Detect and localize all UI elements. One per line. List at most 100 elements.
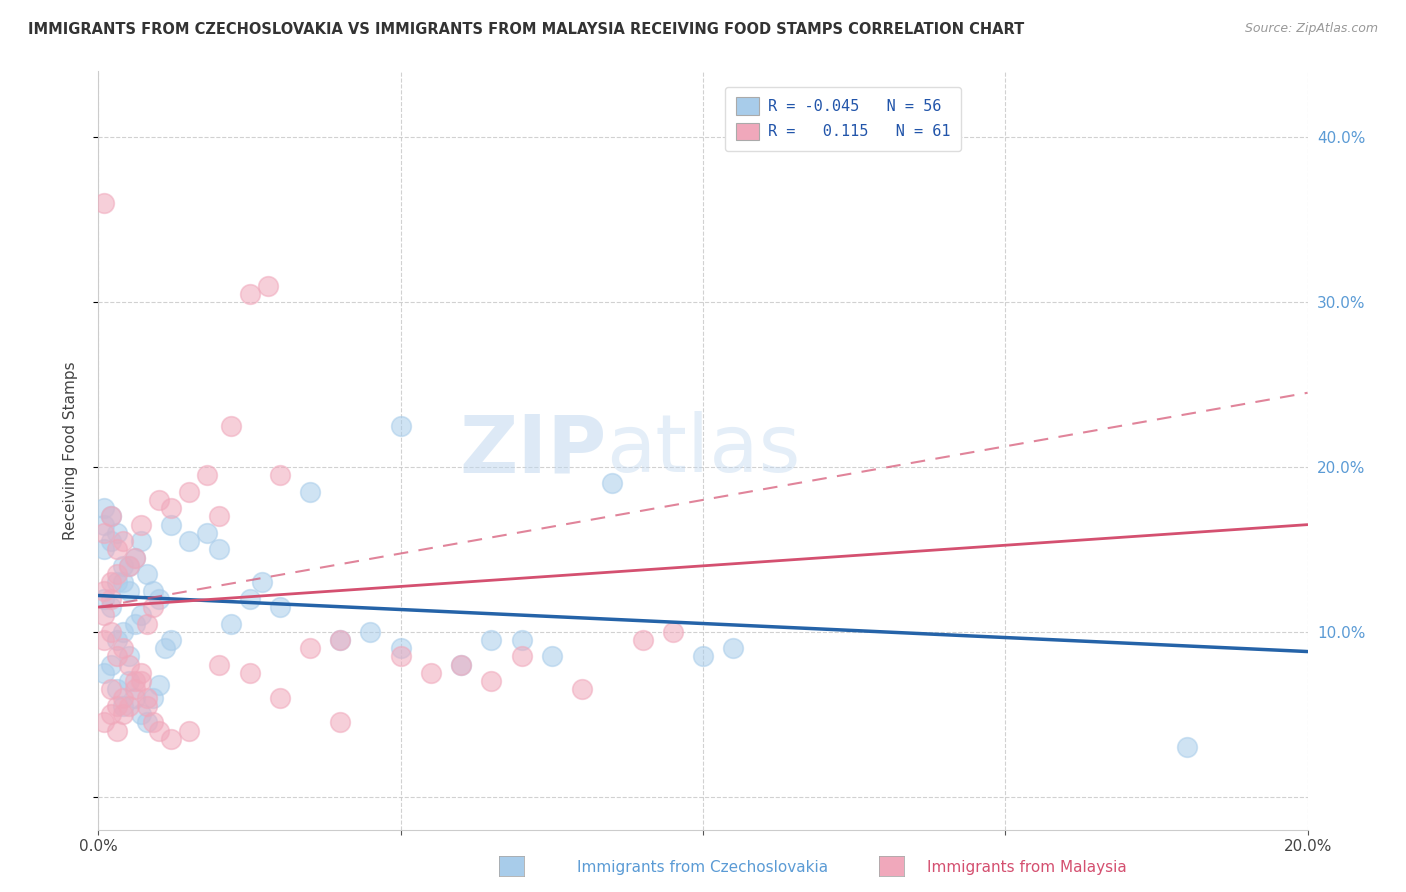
Point [160, 731, 183, 746]
Point [269, 690, 291, 705]
Point [239, 591, 262, 606]
Y-axis label: Receiving Food Stamps: Receiving Food Stamps [63, 361, 77, 540]
Point [100, 534, 122, 549]
Point [118, 674, 141, 689]
Point [481, 674, 503, 689]
Legend: R = -0.045   N = 56, R =   0.115   N = 61: R = -0.045 N = 56, R = 0.115 N = 61 [725, 87, 962, 151]
Point [129, 608, 152, 623]
Point [93, 633, 115, 648]
Point [160, 501, 183, 516]
Point [129, 534, 152, 549]
Point [250, 575, 273, 590]
Point [160, 633, 183, 648]
Point [195, 525, 218, 540]
Point [360, 624, 382, 639]
Point [118, 583, 141, 598]
Point [129, 517, 152, 532]
Point [105, 633, 128, 648]
Point [195, 468, 218, 483]
Point [208, 509, 231, 524]
Point [124, 674, 146, 689]
Point [105, 649, 128, 664]
Point [510, 633, 533, 648]
Point [105, 723, 128, 738]
Text: Immigrants from Malaysia: Immigrants from Malaysia [927, 860, 1126, 874]
Point [148, 591, 170, 606]
Point [1175, 740, 1198, 755]
Point [93, 517, 115, 532]
Point [93, 542, 115, 557]
Point [124, 682, 146, 697]
Point [105, 542, 128, 557]
Point [124, 690, 146, 705]
Point [93, 501, 115, 516]
Point [631, 633, 654, 648]
Point [602, 476, 624, 491]
Point [269, 468, 291, 483]
Point [124, 550, 146, 565]
Point [481, 633, 503, 648]
Point [329, 633, 352, 648]
Point [93, 525, 115, 540]
Point [420, 665, 443, 680]
Point [129, 707, 152, 722]
Point [100, 575, 122, 590]
Point [93, 583, 115, 598]
Point [100, 624, 122, 639]
Point [142, 715, 165, 730]
Point [100, 657, 122, 672]
Point [142, 600, 165, 615]
Point [100, 600, 122, 615]
Point [111, 641, 134, 656]
Point [510, 649, 533, 664]
Point [135, 715, 157, 730]
Point [269, 600, 291, 615]
Point [111, 624, 134, 639]
Point [148, 492, 170, 507]
Point [221, 616, 243, 631]
Point [105, 698, 128, 713]
Point [105, 525, 128, 540]
Point [148, 723, 170, 738]
Point [93, 196, 115, 211]
Point [389, 641, 412, 656]
Point [111, 575, 134, 590]
Point [93, 608, 115, 623]
Point [299, 641, 322, 656]
Point [118, 649, 141, 664]
Point [450, 657, 472, 672]
Point [135, 567, 157, 582]
Point [208, 542, 231, 557]
Point [111, 707, 134, 722]
Point [111, 534, 134, 549]
Point [105, 567, 128, 582]
Point [389, 418, 412, 433]
Point [142, 583, 165, 598]
Point [100, 509, 122, 524]
Point [299, 484, 322, 499]
Text: atlas: atlas [606, 411, 800, 490]
Point [135, 616, 157, 631]
Point [111, 558, 134, 573]
Point [118, 657, 141, 672]
Point [160, 517, 183, 532]
Point [221, 418, 243, 433]
Point [135, 698, 157, 713]
Point [118, 558, 141, 573]
Point [100, 591, 122, 606]
Point [100, 707, 122, 722]
Point [129, 674, 152, 689]
Point [118, 558, 141, 573]
Point [100, 509, 122, 524]
Point [118, 698, 141, 713]
Point [329, 715, 352, 730]
Text: ZIP: ZIP [458, 411, 606, 490]
Point [179, 723, 201, 738]
Point [124, 550, 146, 565]
Point [93, 715, 115, 730]
Text: Source: ZipAtlas.com: Source: ZipAtlas.com [1244, 22, 1378, 36]
Point [571, 682, 593, 697]
Point [540, 649, 562, 664]
Point [105, 575, 128, 590]
Point [93, 665, 115, 680]
